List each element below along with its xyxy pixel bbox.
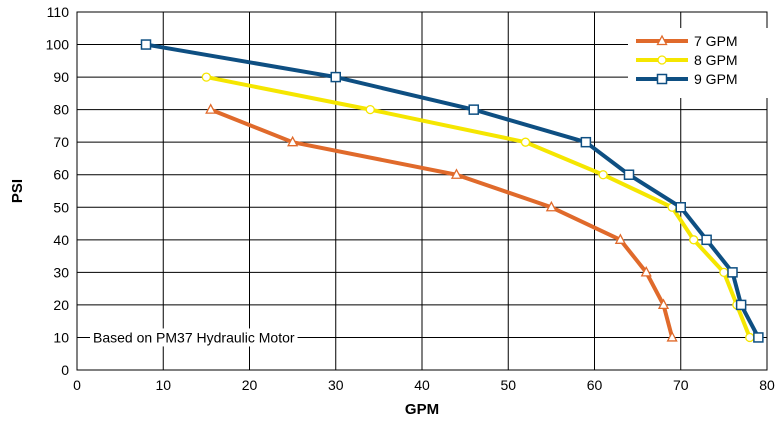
plot-area-frame bbox=[76, 11, 768, 371]
data-point-triangle bbox=[614, 233, 626, 244]
data-point-circle bbox=[201, 72, 212, 82]
legend-label: 9 GPM bbox=[694, 71, 738, 87]
axis-ticks: 0 10 20 30 40 50 60 70 80 0 10 20 30 40 50 60 70 80 90 100 1… bbox=[46, 4, 775, 393]
data-point-triangle bbox=[666, 331, 678, 342]
data-point-triangle bbox=[287, 135, 299, 147]
y-tick-label: 10 bbox=[53, 329, 69, 345]
annotation-background bbox=[90, 328, 298, 347]
series-line bbox=[209, 107, 675, 338]
data-point-triangle bbox=[656, 34, 668, 46]
series-9-gpm bbox=[140, 39, 764, 343]
y-axis-title: PSI bbox=[9, 179, 26, 203]
x-tick-label: 20 bbox=[242, 377, 258, 393]
data-point-triangle bbox=[450, 168, 463, 179]
data-point-square bbox=[623, 169, 635, 180]
y-tick-label: 30 bbox=[53, 264, 69, 280]
x-tick-label: 40 bbox=[414, 377, 430, 393]
data-point-square bbox=[753, 332, 764, 343]
data-point-circle bbox=[365, 104, 375, 115]
annotation-text: Based on PM37 Hydraulic Motor bbox=[93, 329, 295, 345]
data-point-square bbox=[140, 39, 152, 50]
x-tick-label: 70 bbox=[673, 377, 689, 393]
data-point-square bbox=[675, 202, 686, 213]
data-point-square bbox=[468, 104, 479, 115]
data-point-circle bbox=[745, 332, 755, 343]
x-tick-label: 0 bbox=[73, 377, 81, 393]
legend-item: 9 GPM bbox=[636, 71, 738, 87]
legend-item: 8 GPM bbox=[636, 52, 738, 68]
y-tick-label: 50 bbox=[53, 199, 69, 215]
x-axis-title: GPM bbox=[405, 401, 439, 418]
x-tick-label: 10 bbox=[155, 377, 171, 393]
annotation-box: Based on PM37 Hydraulic Motor bbox=[90, 328, 298, 347]
y-tick-label: 100 bbox=[46, 37, 70, 53]
legend-label: 7 GPM bbox=[694, 33, 738, 49]
x-tick-label: 30 bbox=[328, 377, 344, 393]
data-point-circle bbox=[657, 55, 667, 65]
series-line bbox=[145, 42, 761, 339]
data-point-circle bbox=[719, 267, 729, 278]
legend: 7 GPM 8 GPM 9 GPM bbox=[628, 28, 768, 98]
legend-item: 7 GPM bbox=[636, 33, 738, 49]
data-point-triangle bbox=[657, 298, 670, 310]
x-tick-label: 60 bbox=[587, 377, 603, 393]
data-point-square bbox=[656, 73, 668, 85]
data-point-circle bbox=[598, 170, 608, 180]
y-tick-label: 70 bbox=[53, 134, 69, 150]
y-tick-label: 80 bbox=[53, 102, 69, 118]
data-point-square bbox=[580, 136, 592, 148]
data-point-circle bbox=[520, 137, 531, 147]
y-tick-label: 90 bbox=[53, 69, 69, 85]
data-point-triangle bbox=[205, 103, 217, 114]
series-8-gpm bbox=[201, 72, 755, 343]
y-tick-label: 110 bbox=[47, 4, 70, 20]
series-lines bbox=[140, 39, 764, 343]
data-point-square bbox=[330, 71, 341, 83]
data-point-square bbox=[701, 234, 712, 246]
x-tick-label: 80 bbox=[759, 377, 775, 393]
data-point-triangle bbox=[640, 265, 652, 277]
y-tick-label: 60 bbox=[53, 167, 69, 183]
legend-label: 8 GPM bbox=[694, 52, 738, 68]
x-tick-label: 50 bbox=[500, 377, 516, 393]
y-tick-label: 20 bbox=[53, 297, 69, 313]
data-point-triangle bbox=[545, 200, 557, 212]
y-tick-label: 40 bbox=[53, 232, 69, 248]
data-point-square bbox=[727, 267, 738, 278]
data-point-square bbox=[735, 299, 747, 311]
series-7-gpm bbox=[205, 103, 678, 342]
y-tick-label: 0 bbox=[61, 362, 69, 378]
data-point-circle bbox=[689, 235, 699, 245]
